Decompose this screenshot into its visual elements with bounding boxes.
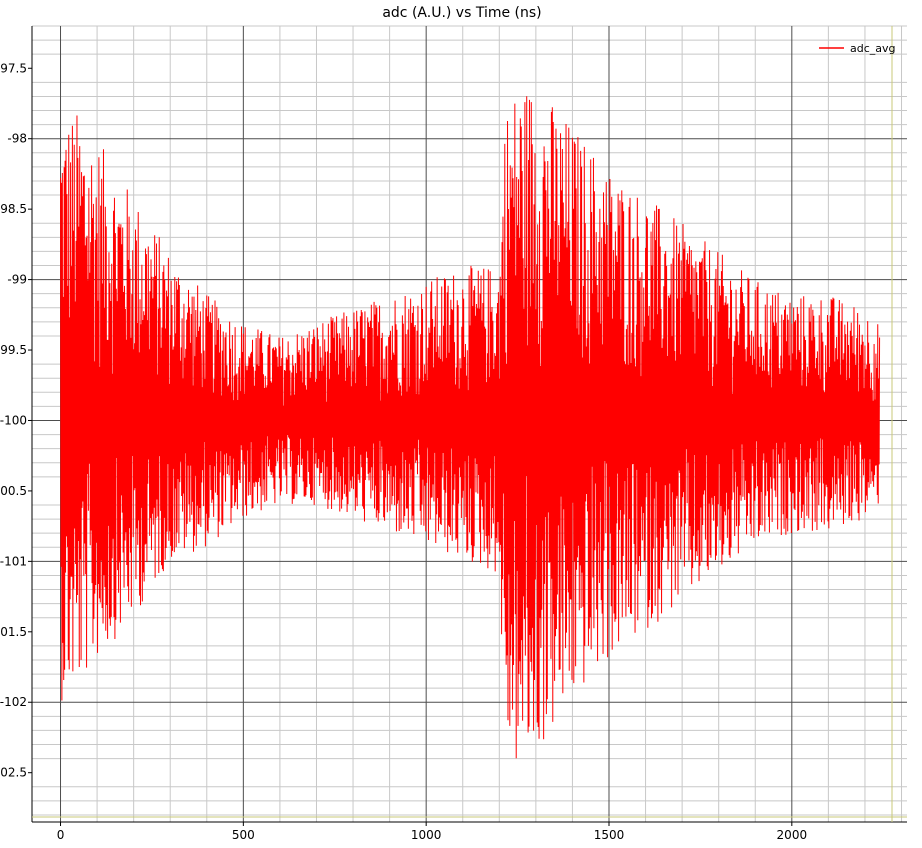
y-tick-label: -98 xyxy=(7,132,27,146)
legend: adc_avg xyxy=(819,42,896,55)
y-tick-label: -97.5 xyxy=(0,61,27,75)
x-tick-label: 500 xyxy=(232,828,255,842)
y-tick-label: -101 xyxy=(0,554,27,568)
tick-labels: 0 500 1000 1500 2000 -97.5 -98 -98.5 -99 -99.5 -10… xyxy=(0,61,807,842)
y-tick-label: 101.5 xyxy=(0,625,27,639)
y-tick-label: 102.5 xyxy=(0,766,27,780)
y-tick-label: -98.5 xyxy=(0,202,27,216)
x-tick-label: 1000 xyxy=(411,828,442,842)
legend-label-adc-avg: adc_avg xyxy=(850,42,896,55)
y-tick-label: -99.5 xyxy=(0,343,27,357)
y-tick-label: 100.5 xyxy=(0,484,27,498)
chart-title: adc (A.U.) vs Time (ns) xyxy=(382,5,541,21)
series-layer xyxy=(60,96,881,759)
x-tick-label: 0 xyxy=(57,828,65,842)
y-tick-label: -100 xyxy=(0,413,27,427)
x-tick-label: 2000 xyxy=(777,828,808,842)
y-tick-label: -99 xyxy=(7,273,27,287)
y-tick-label: -102 xyxy=(0,695,27,709)
axes-layer xyxy=(28,26,907,826)
x-tick-label: 1500 xyxy=(594,828,625,842)
series-adc-avg-line xyxy=(60,96,881,759)
